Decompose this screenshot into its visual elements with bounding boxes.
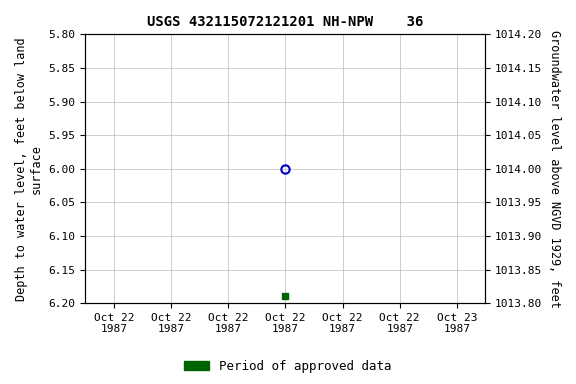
Y-axis label: Depth to water level, feet below land
surface: Depth to water level, feet below land su… (15, 37, 43, 301)
Title: USGS 432115072121201 NH-NPW    36: USGS 432115072121201 NH-NPW 36 (147, 15, 423, 29)
Legend: Period of approved data: Period of approved data (179, 355, 397, 378)
Y-axis label: Groundwater level above NGVD 1929, feet: Groundwater level above NGVD 1929, feet (548, 30, 561, 308)
